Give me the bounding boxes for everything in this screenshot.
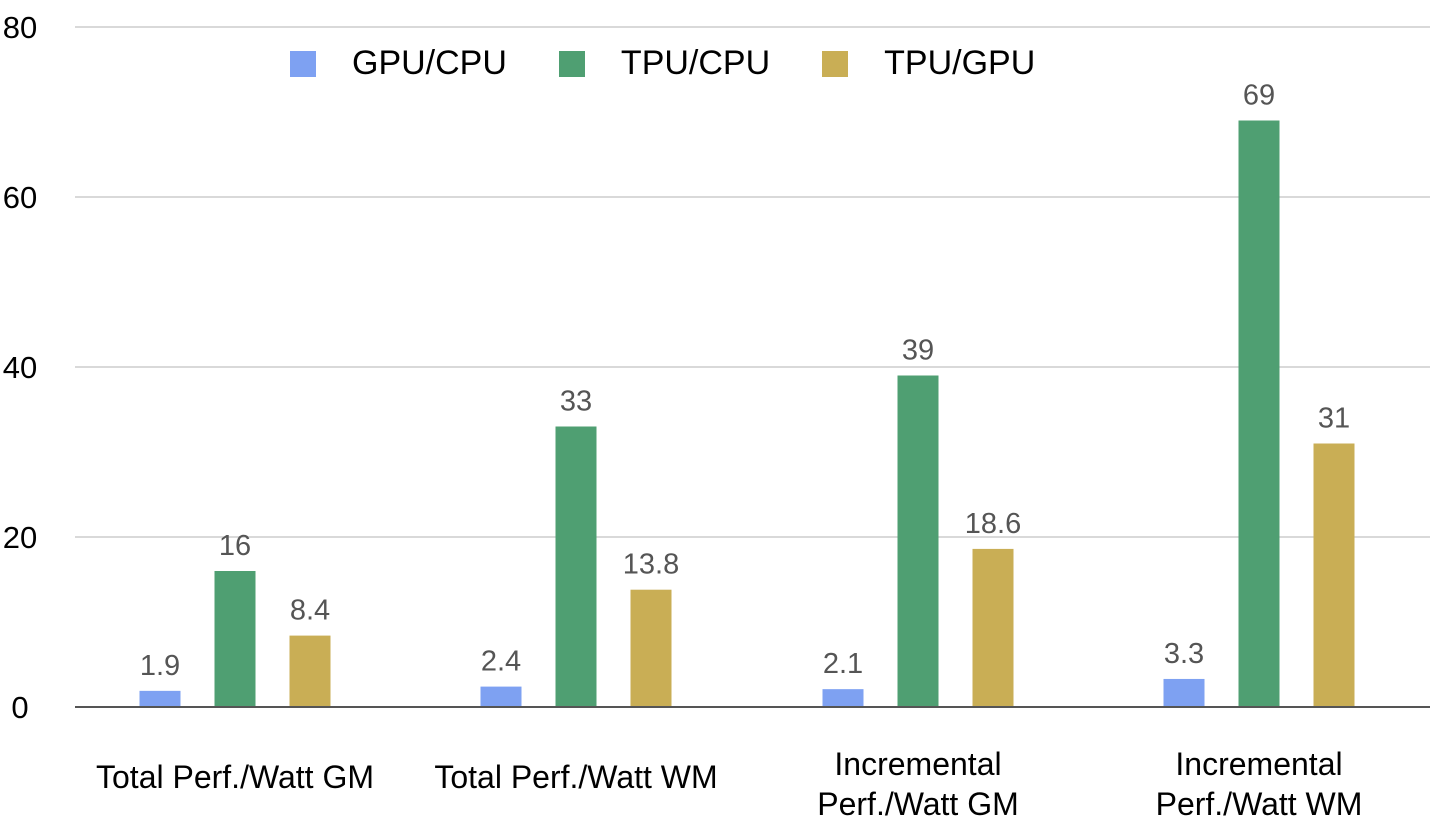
data-label: 2.4 bbox=[481, 646, 521, 678]
legend-item-gpu-cpu: GPU/CPU bbox=[290, 44, 507, 83]
data-label: 3.3 bbox=[1164, 638, 1204, 670]
bar bbox=[214, 571, 256, 707]
y-tick-label: 80 bbox=[3, 10, 37, 45]
legend-swatch-tpu-cpu bbox=[558, 50, 585, 77]
data-label: 69 bbox=[1243, 80, 1275, 112]
bar bbox=[139, 690, 181, 707]
bar bbox=[289, 635, 331, 707]
legend-label-gpu-cpu: GPU/CPU bbox=[352, 44, 507, 82]
y-tick-label: 40 bbox=[3, 350, 37, 385]
legend-item-tpu-cpu: TPU/CPU bbox=[558, 44, 771, 83]
data-label: 1.9 bbox=[140, 650, 180, 682]
legend-swatch-tpu-gpu bbox=[822, 50, 849, 77]
legend-label-tpu-gpu: TPU/GPU bbox=[884, 44, 1036, 82]
data-label: 8.4 bbox=[290, 595, 330, 627]
data-label: 16 bbox=[219, 530, 251, 562]
data-label: 39 bbox=[902, 335, 934, 367]
bar bbox=[555, 426, 597, 707]
x-tick-label: Total Perf./Watt GM bbox=[96, 759, 374, 795]
x-tick-label: Total Perf./Watt WM bbox=[434, 759, 717, 795]
bar bbox=[1163, 678, 1205, 707]
chart-legend: GPU/CPU TPU/CPU TPU/GPU bbox=[290, 44, 1087, 83]
bar bbox=[480, 686, 522, 707]
x-tick-label: Incremental Perf./Watt GM bbox=[817, 746, 1019, 822]
data-label: 33 bbox=[560, 386, 592, 418]
bar bbox=[897, 375, 939, 707]
y-tick-label: 0 bbox=[11, 690, 28, 725]
y-tick-label: 20 bbox=[3, 520, 37, 555]
bar bbox=[972, 548, 1014, 707]
data-label: 31 bbox=[1318, 403, 1350, 435]
x-tick-label: Incremental Perf./Watt WM bbox=[1156, 746, 1363, 822]
bar bbox=[630, 589, 672, 707]
data-label: 13.8 bbox=[623, 549, 679, 581]
bar bbox=[822, 689, 864, 707]
data-label: 2.1 bbox=[823, 648, 863, 680]
bar bbox=[1238, 120, 1280, 707]
legend-label-tpu-cpu: TPU/CPU bbox=[620, 44, 771, 82]
legend-item-tpu-gpu: TPU/GPU bbox=[822, 44, 1035, 83]
y-tick-label: 60 bbox=[3, 180, 37, 215]
bar bbox=[1313, 443, 1355, 707]
legend-swatch-gpu-cpu bbox=[290, 50, 316, 77]
data-label: 18.6 bbox=[965, 508, 1021, 540]
